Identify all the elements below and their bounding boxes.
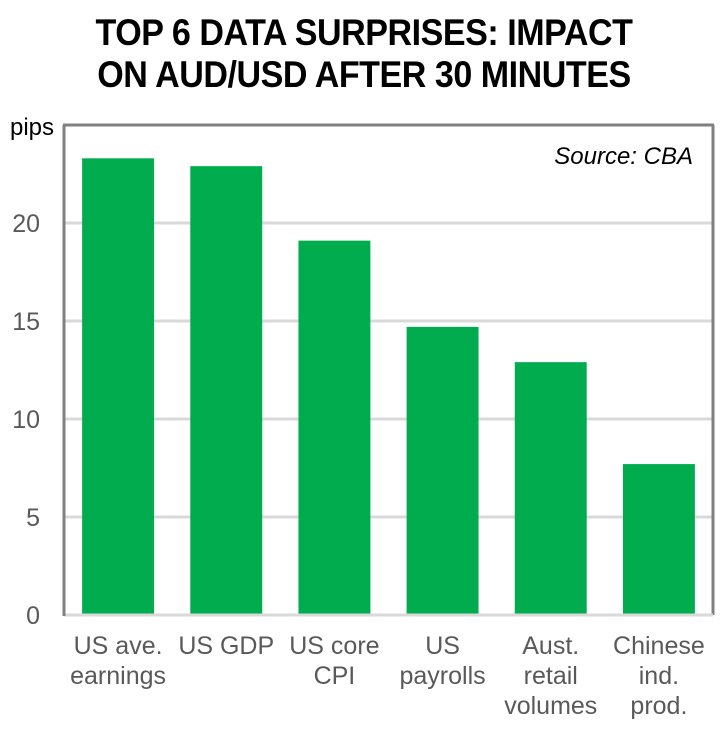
- chart-title: TOP 6 DATA SURPRISES: IMPACT ON AUD/USD …: [29, 12, 699, 96]
- x-tick-label: US payrolls: [400, 632, 486, 690]
- bar: [406, 326, 479, 615]
- y-tick-label: 5: [26, 504, 40, 532]
- bar: [82, 158, 155, 615]
- bar: [298, 240, 371, 615]
- chart-title-line-1: TOP 6 DATA SURPRISES: IMPACT: [95, 12, 633, 53]
- x-tick-label: Aust. retail volumes: [504, 632, 597, 720]
- x-tick-label: US core CPI: [289, 632, 379, 690]
- bar: [190, 166, 263, 615]
- x-tick-label: US ave. earnings: [70, 632, 166, 690]
- y-axis-label: pips: [10, 114, 54, 141]
- bar: [514, 362, 587, 615]
- y-tick-label: 20: [12, 210, 40, 238]
- y-tick-label: 0: [26, 602, 40, 630]
- bar: [622, 464, 695, 615]
- y-tick-label: 10: [12, 406, 40, 434]
- x-tick-labels: US ave. earnings US GDP US core CPI US payroll…: [70, 632, 705, 720]
- bars: [82, 158, 695, 615]
- source-annotation: Source: CBA: [554, 143, 693, 170]
- chart-title-line-2: ON AUD/USD AFTER 30 MINUTES: [97, 54, 631, 95]
- gridlines: [64, 221, 713, 519]
- y-tick-label: 15: [12, 308, 40, 336]
- axes: [62, 123, 715, 617]
- x-tick-label: US GDP: [178, 632, 274, 660]
- y-tick-labels: 0 5 10 15 20: [12, 210, 40, 630]
- x-tick-label: Chinese ind. prod.: [613, 632, 705, 720]
